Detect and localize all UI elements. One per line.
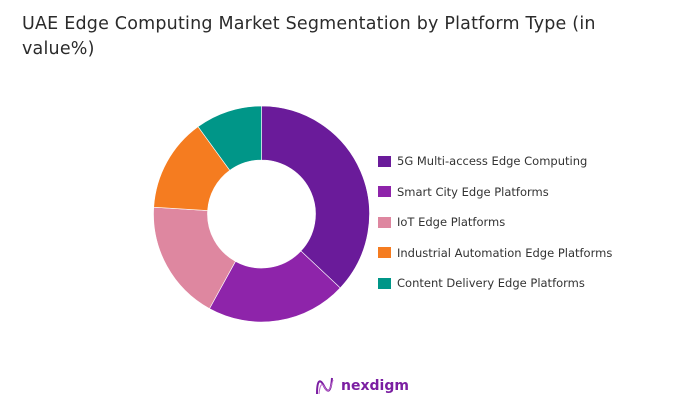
legend-item: Industrial Automation Edge Platforms <box>378 238 612 269</box>
donut-slice-5 <box>197 105 262 171</box>
donut-slice-3 <box>153 206 236 310</box>
legend-swatch <box>378 277 391 289</box>
donut-slice-1 <box>261 105 370 289</box>
donut-slice-2 <box>209 250 341 323</box>
legend-label: IoT Edge Platforms <box>397 215 506 230</box>
legend-item: IoT Edge Platforms <box>378 207 612 238</box>
legend-swatch <box>378 247 391 259</box>
legend-label: 5G Multi-access Edge Computing <box>397 154 588 169</box>
legend-label: Content Delivery Edge Platforms <box>397 276 585 291</box>
chart-title: UAE Edge Computing Market Segmentation b… <box>22 14 596 59</box>
legend-swatch <box>378 186 391 198</box>
legend-item: Content Delivery Edge Platforms <box>378 268 612 299</box>
nexdigm-logo-icon <box>316 377 334 395</box>
legend-item: Smart City Edge Platforms <box>378 177 612 208</box>
legend-item: 5G Multi-access Edge Computing <box>378 146 612 177</box>
legend-label: Smart City Edge Platforms <box>397 184 549 199</box>
legend: 5G Multi-access Edge Computing Smart City… <box>378 146 612 299</box>
legend-label: Industrial Automation Edge Platforms <box>397 245 613 260</box>
legend-swatch <box>378 216 391 228</box>
logo-text: nexdigm <box>341 378 409 394</box>
brand-logo: nexdigm <box>314 376 409 396</box>
legend-swatch <box>378 155 391 167</box>
